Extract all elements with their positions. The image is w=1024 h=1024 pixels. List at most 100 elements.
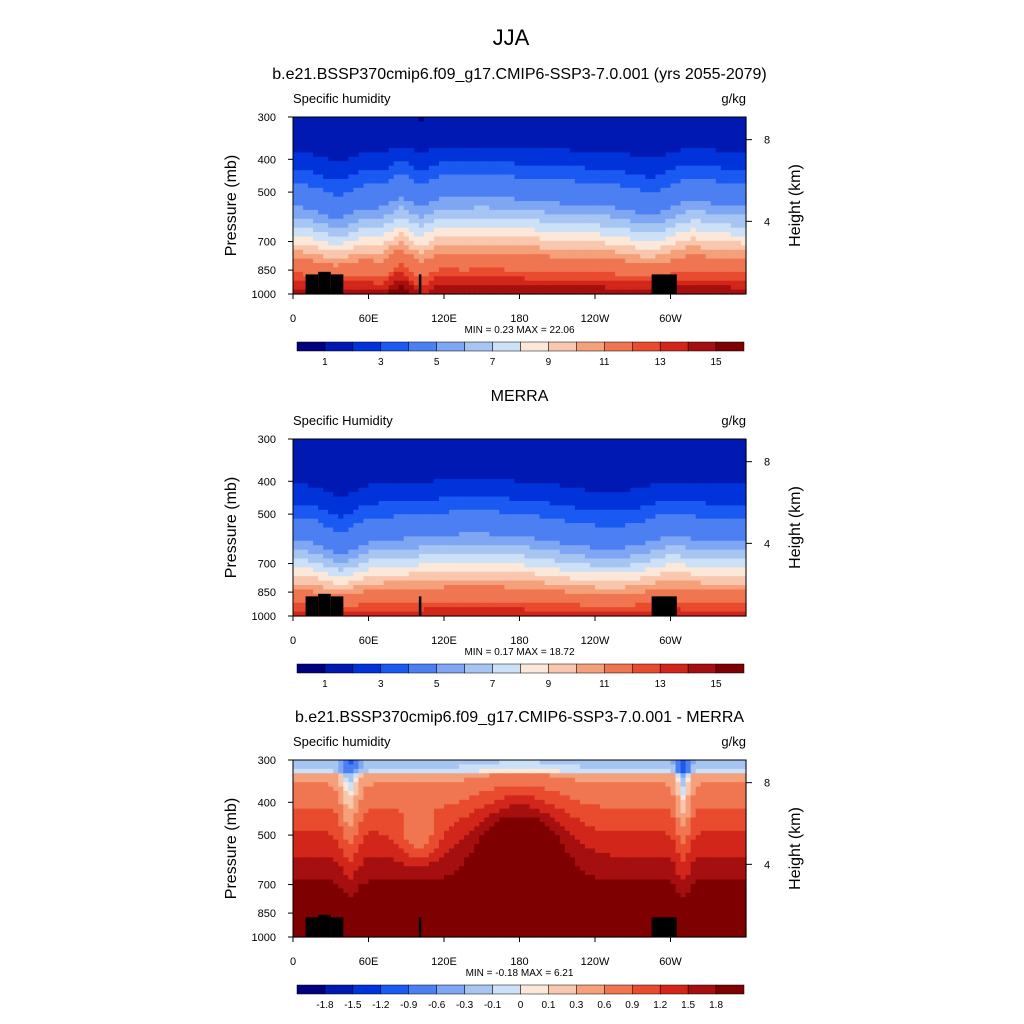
heatmap-cell: [388, 152, 395, 158]
heatmap-cell: [605, 183, 611, 189]
heatmap-cell: [579, 223, 586, 229]
heatmap-cell: [605, 192, 611, 198]
heatmap-cell: [338, 254, 344, 260]
heatmap-cell: [363, 125, 370, 131]
heatmap-cell: [630, 183, 636, 189]
heatmap-cell: [564, 276, 571, 282]
heatmap-cell: [610, 249, 616, 255]
heatmap-cell: [323, 218, 329, 224]
heatmap-cell: [539, 267, 546, 273]
heatmap-cell: [363, 593, 370, 599]
heatmap-cell: [620, 156, 626, 162]
heatmap-cell: [650, 267, 656, 273]
heatmap-cell: [494, 196, 500, 202]
heatmap-cell: [635, 227, 641, 233]
heatmap-cell: [464, 245, 470, 251]
heatmap-cell: [378, 567, 385, 573]
heatmap-cell: [660, 121, 667, 127]
heatmap-cell: [615, 254, 621, 260]
heatmap-cell: [298, 196, 304, 202]
heatmap-cell: [554, 218, 561, 224]
heatmap-cell: [358, 478, 365, 484]
heatmap-cell: [328, 165, 334, 171]
heatmap-cell: [489, 254, 495, 260]
heatmap-cell: [544, 143, 551, 149]
heatmap-cell: [605, 196, 611, 202]
heatmap-cell: [549, 249, 556, 255]
heatmap-cell: [600, 117, 606, 123]
heatmap-cell: [605, 178, 611, 184]
heatmap-cell: [403, 567, 410, 573]
heatmap-cell: [700, 258, 707, 264]
heatmap-cell: [700, 263, 707, 269]
heatmap-cell: [494, 187, 500, 193]
heatmap-cell: [413, 196, 420, 202]
heatmap-cell: [423, 152, 430, 158]
heatmap-cell: [695, 209, 702, 215]
heatmap-cell: [398, 223, 405, 229]
heatmap-cell: [665, 165, 672, 171]
heatmap-cell: [615, 178, 621, 184]
heatmap-cell: [408, 607, 415, 613]
heatmap-cell: [308, 218, 314, 224]
heatmap-cell: [408, 134, 415, 140]
heatmap-cell: [655, 143, 662, 149]
heatmap-cell: [373, 267, 380, 273]
heatmap-cell: [438, 562, 445, 568]
heatmap-cell: [695, 152, 702, 158]
heatmap-cell: [408, 439, 415, 445]
heatmap-cell: [418, 183, 425, 189]
heatmap-cell: [569, 152, 576, 158]
heatmap-cell: [363, 258, 370, 264]
heatmap-cell: [353, 554, 360, 560]
heatmap-cell: [308, 469, 314, 475]
heatmap-cell: [720, 139, 727, 145]
heatmap-cell: [469, 285, 475, 291]
heatmap-cell: [635, 147, 641, 153]
heatmap-cell: [449, 483, 455, 489]
heatmap-cell: [293, 523, 299, 529]
heatmap-cell: [600, 218, 606, 224]
heatmap-cell: [474, 143, 480, 149]
heatmap-cell: [454, 236, 460, 242]
heatmap-cell: [464, 249, 470, 255]
heatmap-cell: [574, 280, 581, 286]
heatmap-cell: [383, 174, 390, 180]
heatmap-cell: [544, 267, 551, 273]
heatmap-cell: [645, 165, 651, 171]
heatmap-cell: [433, 258, 440, 264]
heatmap-cell: [438, 258, 445, 264]
heatmap-cell: [675, 240, 682, 246]
heatmap-cell: [459, 236, 465, 242]
heatmap-cell: [620, 139, 626, 145]
heatmap-cell: [595, 258, 601, 264]
heatmap-cell: [660, 236, 667, 242]
heatmap-cell: [333, 439, 339, 445]
heatmap-cell: [338, 518, 344, 524]
heatmap-cell: [449, 280, 455, 286]
heatmap-cell: [308, 523, 314, 529]
heatmap-cell: [418, 271, 425, 277]
heatmap-cell: [469, 232, 475, 238]
heatmap-cell: [433, 236, 440, 242]
heatmap-cell: [323, 523, 329, 529]
heatmap-cell: [484, 254, 490, 260]
heatmap-cell: [393, 461, 400, 467]
heatmap-cell: [564, 192, 571, 198]
heatmap-cell: [433, 165, 440, 171]
heatmap-cell: [378, 125, 385, 131]
heatmap-cell: [333, 465, 339, 471]
heatmap-cell: [383, 531, 390, 537]
heatmap-cell: [554, 214, 561, 220]
heatmap-cell: [650, 165, 656, 171]
heatmap-cell: [358, 205, 365, 211]
heatmap-cell: [725, 187, 732, 193]
heatmap-cell: [529, 232, 536, 238]
heatmap-cell: [313, 536, 319, 542]
heatmap-cell: [449, 245, 455, 251]
heatmap-cell: [544, 236, 551, 242]
heatmap-cell: [700, 134, 707, 140]
heatmap-cell: [363, 183, 370, 189]
heatmap-cell: [615, 161, 621, 167]
heatmap-cell: [363, 245, 370, 251]
